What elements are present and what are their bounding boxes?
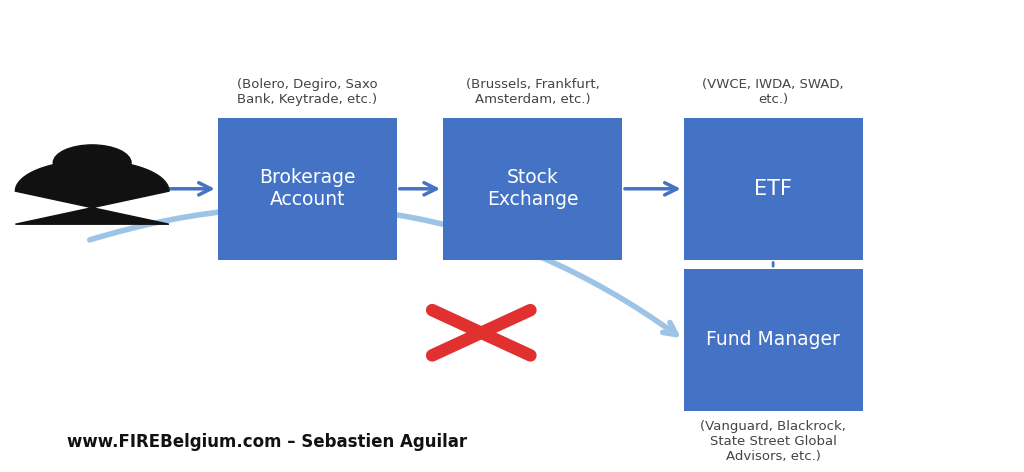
- Text: (Vanguard, Blackrock,
State Street Global
Advisors, etc.): (Vanguard, Blackrock, State Street Globa…: [700, 420, 846, 463]
- Text: www.FIREBelgium.com – Sebastien Aguilar: www.FIREBelgium.com – Sebastien Aguilar: [67, 433, 467, 451]
- FancyBboxPatch shape: [217, 118, 396, 260]
- Text: (Brussels, Frankfurt,
Amsterdam, etc.): (Brussels, Frankfurt, Amsterdam, etc.): [466, 78, 599, 106]
- Text: Fund Manager: Fund Manager: [707, 330, 840, 349]
- Text: Stock
Exchange: Stock Exchange: [486, 169, 579, 209]
- Circle shape: [53, 145, 131, 181]
- Text: (VWCE, IWDA, SWAD,
etc.): (VWCE, IWDA, SWAD, etc.): [702, 78, 844, 106]
- FancyBboxPatch shape: [684, 118, 862, 260]
- Text: Brokerage
Account: Brokerage Account: [259, 169, 355, 209]
- Polygon shape: [15, 160, 169, 224]
- FancyArrowPatch shape: [90, 207, 676, 335]
- Text: ETF: ETF: [754, 179, 793, 199]
- FancyBboxPatch shape: [442, 118, 622, 260]
- Text: (Bolero, Degiro, Saxo
Bank, Keytrade, etc.): (Bolero, Degiro, Saxo Bank, Keytrade, et…: [237, 78, 378, 106]
- FancyBboxPatch shape: [684, 269, 862, 411]
